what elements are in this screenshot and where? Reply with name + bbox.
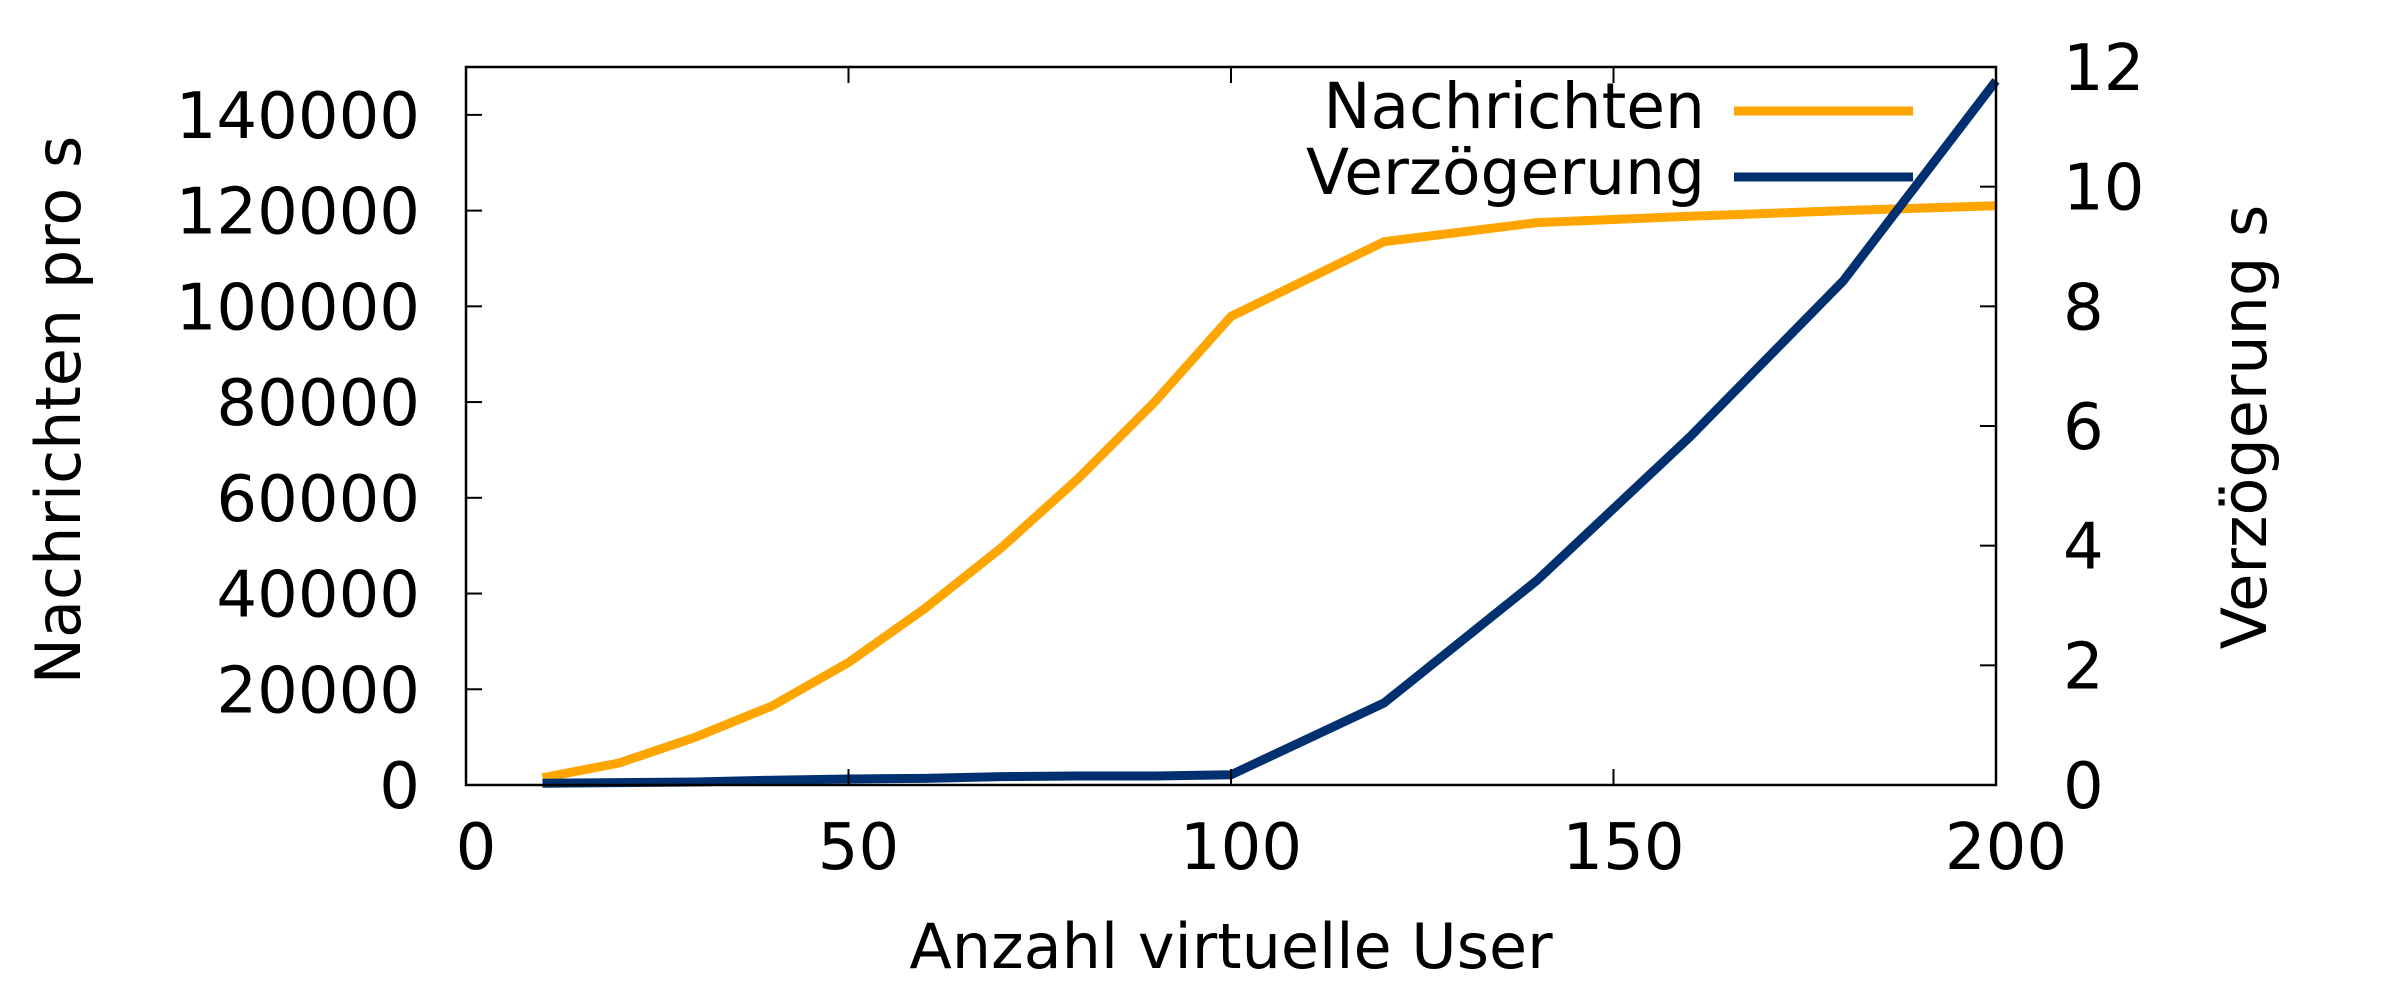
- x-tick-label: 100: [1180, 811, 1302, 885]
- y2-tick-label: 2: [2063, 630, 2104, 704]
- y2-tick-label: 0: [2063, 750, 2104, 824]
- y2-tick-label: 6: [2063, 391, 2104, 465]
- legend: Nachrichten Verzögerung: [1306, 70, 1913, 209]
- y-tick-label: 120000: [176, 176, 420, 250]
- legend-label: Nachrichten: [1323, 70, 1705, 143]
- series-line-nachrichten: [541, 201, 1997, 783]
- y-axis-tick-labels: 0 20000 40000 60000 80000 100000 120000 140000: [176, 80, 420, 824]
- series-layer: [541, 78, 2000, 788]
- y2-axis-tick-labels: 0 2 4 6 8 10 12: [2063, 32, 2144, 824]
- x-axis-label: Anzahl virtuelle User: [909, 910, 1553, 983]
- x-tick-label: 50: [818, 811, 899, 885]
- y2-tick-label: 4: [2063, 511, 2104, 585]
- y2-tick-label: 10: [2063, 152, 2144, 226]
- y2-tick-label: 8: [2063, 271, 2104, 345]
- y-tick-label: 60000: [216, 463, 420, 537]
- axis-ticks: [466, 67, 1996, 785]
- y-tick-label: 80000: [216, 367, 420, 441]
- y-axis-label: Nachrichten pro s: [22, 136, 95, 685]
- legend-item-nachrichten: Nachrichten: [1323, 70, 1913, 143]
- x-tick-label: 200: [1945, 811, 2067, 885]
- y2-axis-label: Verzögerung s: [2208, 205, 2281, 650]
- legend-item-verzoegerung: Verzögerung: [1306, 136, 1913, 209]
- y-tick-label: 40000: [216, 559, 420, 633]
- x-axis-tick-labels: 0 50 100 150 200: [456, 811, 2067, 885]
- legend-label: Verzögerung: [1306, 136, 1705, 209]
- series-line-verzgerung: [542, 78, 2000, 788]
- y-tick-label: 140000: [176, 80, 420, 154]
- y2-tick-label: 12: [2063, 32, 2144, 106]
- x-tick-label: 150: [1562, 811, 1684, 885]
- y-tick-label: 20000: [216, 654, 420, 728]
- y-tick-label: 0: [379, 750, 420, 824]
- x-tick-label: 0: [456, 811, 497, 885]
- y-tick-label: 100000: [176, 271, 420, 345]
